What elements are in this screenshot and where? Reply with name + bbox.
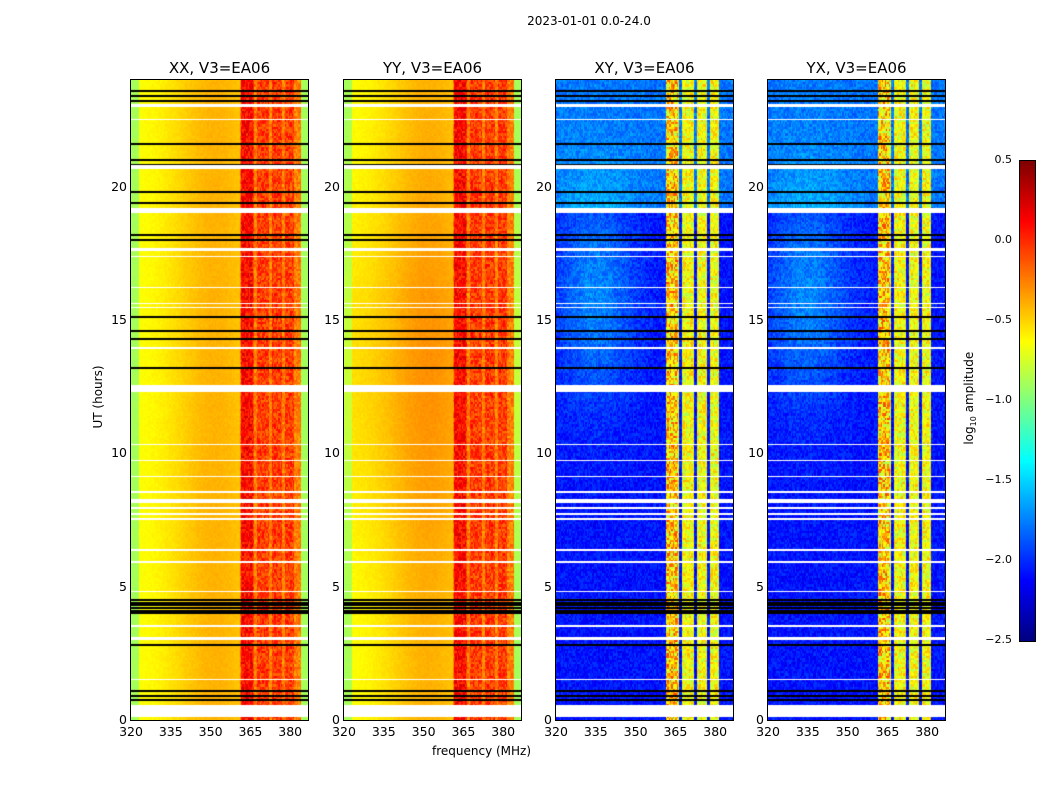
colorbar [1019, 160, 1036, 642]
colorbar-tick-label: −2.0 [985, 553, 1012, 566]
y-tick-label: 10 [748, 445, 764, 461]
heatmap-panel-xy [555, 79, 734, 721]
y-tick-label: 0 [119, 712, 127, 727]
y-tick-label: 20 [111, 178, 127, 194]
panel-title: XX, V3=EA06 [168, 59, 271, 77]
x-tick-label: 365 [238, 724, 263, 739]
heatmap-panel-yx [767, 79, 946, 721]
x-axis-label: frequency (MHz) [432, 744, 532, 758]
x-tick-label: 335 [795, 724, 820, 739]
x-tick-label: 380 [491, 724, 516, 739]
x-tick-label: 320 [756, 724, 780, 739]
x-tick-label: 320 [544, 724, 568, 739]
y-tick-label: 5 [332, 578, 340, 594]
y-tick-label: 15 [536, 312, 552, 327]
y-tick-label: 15 [111, 312, 127, 327]
x-tick-label: 365 [663, 724, 688, 739]
colorbar-label-rest: amplitude [961, 351, 976, 417]
colorbar-label-sub: 10 [969, 416, 979, 427]
x-tick-label: 365 [875, 724, 900, 739]
y-tick-label: 5 [756, 578, 764, 594]
y-tick-label: 20 [324, 178, 340, 194]
y-tick-label: 15 [324, 312, 340, 327]
y-axis-label: UT (hours) [91, 365, 105, 429]
x-tick-label: 365 [451, 724, 476, 739]
figure-title: 2023-01-01 0.0-24.0 [527, 14, 651, 28]
x-tick-label: 350 [835, 724, 860, 739]
y-tick-label: 0 [332, 712, 340, 727]
colorbar-tick-label: −1.0 [985, 393, 1012, 406]
y-tick-label: 20 [536, 178, 552, 194]
colorbar-tick-label: 0.5 [994, 153, 1013, 166]
x-tick-label: 380 [915, 724, 940, 739]
panel-title: YX, V3=EA06 [806, 59, 907, 77]
x-tick-label: 350 [198, 724, 223, 739]
y-tick-label: 0 [544, 712, 552, 727]
colorbar-label: log10 amplitude [962, 348, 978, 448]
x-tick-label: 335 [583, 724, 608, 739]
x-tick-label: 320 [332, 724, 356, 739]
y-tick-label: 10 [324, 445, 340, 461]
panel-title: YY, V3=EA06 [382, 59, 483, 77]
x-tick-label: 350 [623, 724, 648, 739]
y-tick-label: 10 [536, 445, 552, 461]
heatmap-panel-xx [130, 79, 309, 721]
x-tick-label: 335 [371, 724, 396, 739]
x-tick-label: 350 [411, 724, 436, 739]
y-tick-label: 20 [748, 178, 764, 194]
colorbar-label-main: log [961, 426, 976, 445]
y-tick-label: 5 [119, 578, 127, 594]
panel-title: XY, V3=EA06 [594, 59, 695, 77]
x-tick-label: 380 [278, 724, 303, 739]
y-tick-label: 0 [756, 712, 764, 727]
heatmap-panel-yy [343, 79, 522, 721]
y-tick-label: 5 [544, 578, 552, 594]
x-tick-label: 335 [158, 724, 183, 739]
colorbar-tick-label: −1.5 [985, 473, 1012, 486]
colorbar-tick-label: −0.5 [985, 313, 1012, 326]
colorbar-tick-label: 0.0 [994, 233, 1013, 246]
colorbar-tick-label: −2.5 [985, 633, 1012, 646]
y-tick-label: 15 [748, 312, 764, 327]
y-tick-label: 10 [111, 445, 127, 461]
x-tick-label: 380 [703, 724, 728, 739]
x-tick-label: 320 [119, 724, 143, 739]
